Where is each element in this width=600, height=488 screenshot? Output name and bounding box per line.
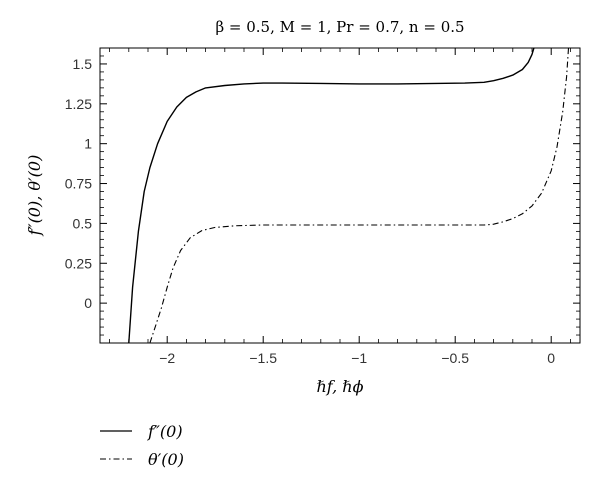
chart-title: β = 0.5, M = 1, Pr = 0.7, n = 0.5 — [215, 18, 464, 36]
series-layer — [128, 47, 570, 344]
legend-label-f: f″(0) — [147, 422, 183, 441]
x-tick-label: −0.5 — [441, 350, 469, 366]
y-tick-label: 0.5 — [73, 215, 93, 231]
x-tick-label: 0 — [547, 350, 555, 366]
x-tick-label: −1 — [351, 350, 367, 366]
y-tick-label: 1.5 — [73, 56, 93, 72]
y-tick-label: 0.25 — [65, 255, 92, 271]
x-tick-label: −2 — [159, 350, 175, 366]
y-axis-label: f″(0), θ′(0) — [25, 155, 44, 237]
tick-layer: −2 −1.5 −1 −0.5 0 0 0.25 0.5 0.75 1 1.25 1.5 — [65, 48, 580, 366]
legend: f″(0) θ′(0) — [100, 422, 184, 469]
x-tick-label: −1.5 — [249, 350, 277, 366]
x-axis-label: ℏf, ℏϕ — [316, 377, 363, 396]
y-tick-label: 0.75 — [65, 176, 92, 192]
series-line-theta — [149, 47, 570, 344]
y-tick-label: 1.25 — [65, 96, 92, 112]
series-line-f — [128, 47, 535, 344]
y-tick-label: 0 — [84, 295, 92, 311]
legend-label-theta: θ′(0) — [148, 450, 184, 469]
y-tick-label: 1 — [84, 136, 92, 152]
